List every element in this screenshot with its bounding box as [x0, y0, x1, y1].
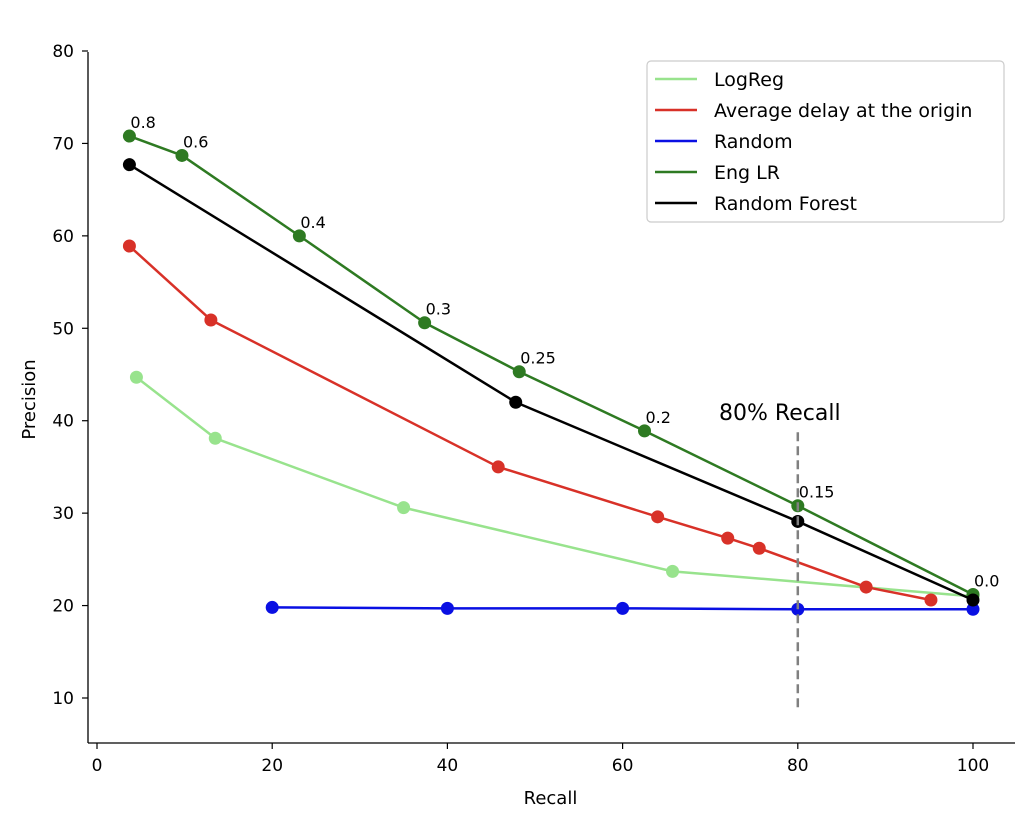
recall-threshold-label: 80% Recall — [719, 401, 841, 426]
data-point — [129, 370, 143, 384]
threshold-label: 0.2 — [646, 408, 671, 427]
x-axis-label: Recall — [524, 788, 578, 809]
x-tick-label: 80 — [787, 756, 809, 776]
series-random-forest — [122, 158, 980, 607]
data-point — [509, 395, 523, 409]
data-point — [265, 600, 279, 614]
axes: 0 20 40 60 80 100 10 20 30 40 50 60 70 80 Recall Precis… — [19, 42, 1015, 809]
data-point — [666, 564, 680, 578]
x-tick-label: 40 — [437, 756, 459, 776]
legend-label: Average delay at the origin — [714, 100, 972, 122]
y-tick-label: 50 — [52, 319, 74, 339]
legend-label: Eng LR — [714, 162, 780, 184]
data-point — [175, 148, 189, 162]
data-point — [122, 129, 136, 143]
threshold-label: 0.8 — [130, 113, 155, 132]
legend-box — [646, 60, 1005, 223]
y-tick-label: 40 — [52, 412, 74, 432]
series-line — [135, 376, 974, 598]
series-group: 0.8 0.6 0.4 0.3 0.25 0.2 0.15 0.0 — [122, 113, 999, 616]
data-point — [791, 602, 805, 616]
data-point — [204, 313, 218, 327]
series-logreg — [129, 370, 980, 603]
threshold-label: 0.3 — [426, 300, 451, 319]
threshold-label: 0.0 — [974, 571, 999, 590]
legend: LogReg Average delay at the origin Random E… — [646, 60, 1005, 223]
data-point — [491, 460, 505, 474]
series-average-delay-at-the-origin — [122, 239, 938, 607]
data-point — [721, 531, 735, 545]
x-tick-label: 20 — [261, 756, 283, 776]
series-eng-lr: 0.8 0.6 0.4 0.3 0.25 0.2 0.15 0.0 — [122, 113, 999, 601]
data-point — [397, 501, 411, 515]
series-line — [128, 163, 974, 602]
data-point — [651, 510, 665, 524]
y-tick-label: 30 — [52, 504, 74, 524]
series-line — [128, 245, 932, 602]
y-tick-label: 20 — [52, 597, 74, 617]
y-tick-label: 70 — [52, 134, 74, 154]
threshold-label: 0.15 — [799, 483, 835, 502]
data-point — [752, 541, 766, 555]
data-point — [638, 424, 651, 438]
threshold-label: 0.25 — [520, 349, 556, 368]
data-point — [512, 365, 526, 379]
data-point — [122, 239, 136, 253]
data-point — [924, 593, 938, 607]
y-tick-label: 10 — [52, 689, 74, 709]
data-point — [966, 602, 980, 616]
y-tick-label: 80 — [52, 42, 74, 62]
data-point — [418, 316, 432, 330]
data-point — [859, 580, 873, 594]
x-tick-label: 100 — [957, 756, 989, 776]
x-tick-label: 0 — [92, 756, 103, 776]
data-point — [208, 431, 222, 445]
legend-label: LogReg — [714, 69, 784, 91]
legend-label: Random Forest — [714, 193, 857, 215]
data-point — [292, 229, 306, 243]
x-tick-label: 60 — [612, 756, 634, 776]
data-point — [440, 601, 454, 615]
series-line — [128, 134, 974, 596]
y-axis-label: Precision — [19, 359, 40, 439]
legend-label: Random — [714, 131, 793, 153]
series-random — [265, 600, 980, 616]
data-point — [966, 593, 980, 607]
annotation-group: 80% Recall — [719, 401, 841, 708]
y-tick-label: 60 — [52, 227, 74, 247]
threshold-label: 0.4 — [300, 213, 325, 232]
data-point — [616, 601, 630, 615]
threshold-label: 0.6 — [183, 132, 208, 151]
data-point — [122, 158, 136, 172]
